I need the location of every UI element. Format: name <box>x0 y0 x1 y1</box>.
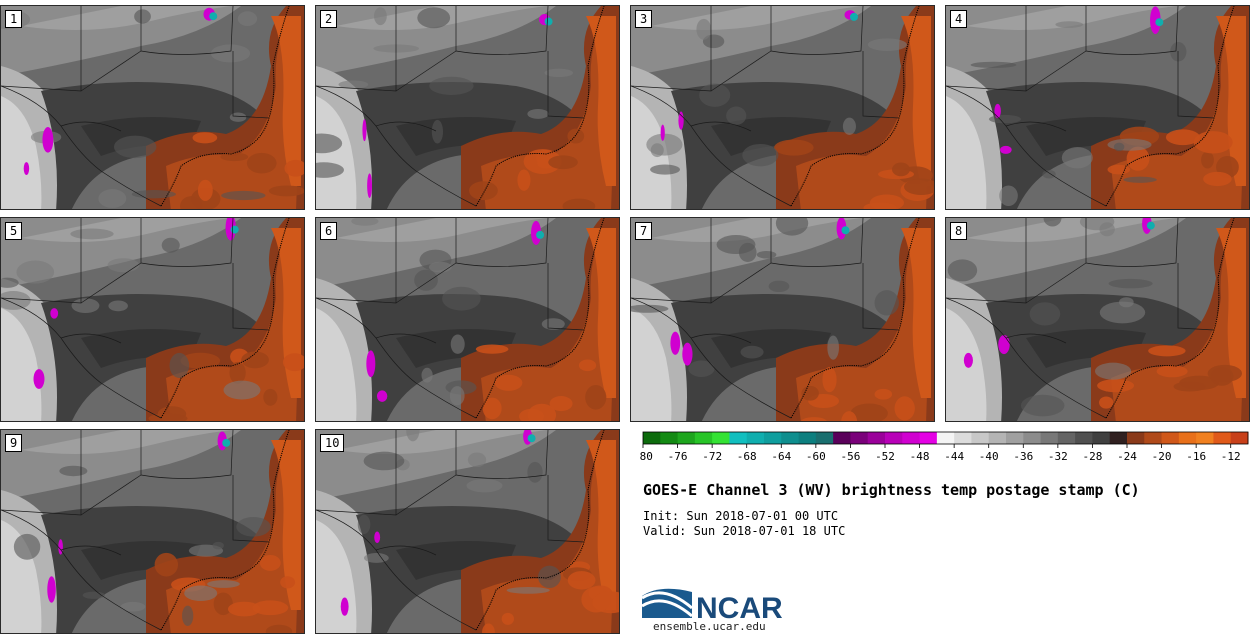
colorbar-tick-label: -12 <box>1221 450 1241 463</box>
member-number-label: 1 <box>5 10 23 28</box>
colorbar: -80 -76 -72 -68 -64 -60 -56 -52 -48 -44 -40 -36 -32 -… <box>640 431 1249 463</box>
colorbar-swatch <box>1092 432 1111 444</box>
wv-imagery <box>1 218 304 421</box>
member-number-label: 4 <box>950 10 968 28</box>
valid-time: Valid: Sun 2018-07-01 18 UTC <box>643 524 846 538</box>
colorbar-tick-label: -64 <box>771 450 791 463</box>
colorbar-swatch <box>643 432 661 444</box>
colorbar-tick-label: -60 <box>806 450 826 463</box>
colorbar-swatch <box>1161 432 1180 444</box>
colorbar-tick-label: -16 <box>1186 450 1206 463</box>
colorbar-swatch <box>1023 432 1042 444</box>
member-number-label: 2 <box>320 10 338 28</box>
colorbar-tick-label: -44 <box>944 450 964 463</box>
member-number-label: 7 <box>635 222 653 240</box>
wv-imagery <box>1 430 304 633</box>
member-panel-2: 2 <box>315 5 620 210</box>
colorbar-tick-label: -40 <box>979 450 999 463</box>
colorbar-swatch <box>1040 432 1059 444</box>
colorbar-swatch <box>850 432 869 444</box>
logo-url: ensemble.ucar.edu <box>653 620 766 633</box>
member-panel-10: 10 <box>315 429 620 634</box>
wv-imagery <box>946 6 1249 209</box>
wv-imagery <box>316 218 619 421</box>
colorbar-swatch <box>729 432 748 444</box>
member-panel-5: 5 <box>0 217 305 422</box>
colorbar-tick-label: -52 <box>875 450 895 463</box>
init-time: Init: Sun 2018-07-01 00 UTC <box>643 509 839 523</box>
member-number-label: 8 <box>950 222 968 240</box>
colorbar-swatch <box>1178 432 1197 444</box>
colorbar-swatch <box>1006 432 1024 444</box>
colorbar-tick-label: -68 <box>737 450 757 463</box>
colorbar-swatch <box>1196 432 1214 444</box>
ncar-logo-text: NCAR <box>696 592 783 622</box>
colorbar-swatch <box>694 432 713 444</box>
colorbar-tick-label: -24 <box>1117 450 1137 463</box>
colorbar-tick-label: -56 <box>840 450 860 463</box>
colorbar-border <box>642 431 1249 445</box>
colorbar-swatch <box>954 432 972 444</box>
wv-imagery <box>316 6 619 209</box>
colorbar-swatch <box>971 432 990 444</box>
colorbar-tick-label: -76 <box>668 450 688 463</box>
colorbar-swatch <box>677 432 696 444</box>
colorbar-tick-label: -80 <box>640 450 653 463</box>
colorbar-swatch <box>902 432 921 444</box>
colorbar-swatch <box>1075 432 1093 444</box>
member-panel-7: 7 <box>630 217 935 422</box>
member-number-label: 6 <box>320 222 338 240</box>
colorbar-tick-label: -48 <box>910 450 930 463</box>
colorbar-tick-label: -28 <box>1082 450 1102 463</box>
colorbar-swatch <box>867 432 886 444</box>
colorbar-swatch <box>1230 432 1249 444</box>
colorbar-swatch <box>919 432 938 444</box>
member-number-label: 10 <box>320 434 345 452</box>
colorbar-swatch <box>1213 432 1232 444</box>
wv-imagery <box>946 218 1249 421</box>
ncar-logo: NCAR <box>641 588 783 622</box>
colorbar-swatch <box>988 432 1007 444</box>
colorbar-swatch <box>712 432 730 444</box>
colorbar-swatch <box>764 432 782 444</box>
colorbar-swatch <box>1109 432 1128 444</box>
colorbar-swatch <box>815 432 834 444</box>
wv-imagery <box>316 430 619 633</box>
member-number-label: 3 <box>635 10 653 28</box>
member-panel-4: 4 <box>945 5 1250 210</box>
ncar-swoosh-icon <box>641 588 693 618</box>
colorbar-swatch <box>746 432 765 444</box>
colorbar-swatch <box>660 432 679 444</box>
member-panel-1: 1 <box>0 5 305 210</box>
member-panel-6: 6 <box>315 217 620 422</box>
colorbar-swatch <box>1144 432 1163 444</box>
chart-title: GOES-E Channel 3 (WV) brightness temp po… <box>643 481 1140 499</box>
colorbar-swatch <box>833 432 851 444</box>
member-number-label: 9 <box>5 434 23 452</box>
wv-imagery <box>631 218 934 421</box>
colorbar-tick-label: -36 <box>1013 450 1033 463</box>
member-panel-8: 8 <box>945 217 1250 422</box>
colorbar-swatch <box>798 432 817 444</box>
colorbar-swatch <box>1057 432 1076 444</box>
colorbar-tick-label: -72 <box>702 450 722 463</box>
member-number-label: 5 <box>5 222 23 240</box>
colorbar-swatch <box>885 432 903 444</box>
member-panel-3: 3 <box>630 5 935 210</box>
colorbar-swatch <box>936 432 955 444</box>
colorbar-tick-label: -20 <box>1152 450 1172 463</box>
colorbar-swatch <box>781 432 800 444</box>
wv-imagery <box>1 6 304 209</box>
colorbar-swatch <box>1127 432 1145 444</box>
wv-imagery <box>631 6 934 209</box>
colorbar-tick-label: -32 <box>1048 450 1068 463</box>
member-panel-9: 9 <box>0 429 305 634</box>
